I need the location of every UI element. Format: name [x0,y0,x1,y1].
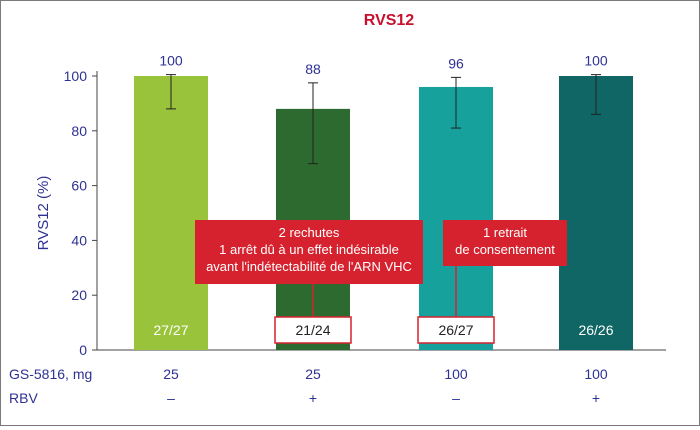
callout-text: avant l'indétectabilité de l'ARN VHC [206,259,412,274]
callout-text: 2 rechutes [279,225,340,240]
callout-text: 1 arrêt dû à un effet indésirable [219,242,399,257]
ratio-box [274,316,352,344]
callout-text: 1 retrait [483,225,527,240]
row-label: GS-5816, mg [9,366,92,382]
ratio-label: 21/24 [295,322,330,338]
callouts-group: 2 rechutes 1 arrêt dû à un effet indésira… [195,220,567,317]
ratio-label: 26/27 [438,322,473,338]
y-tick-label: 20 [71,287,87,303]
callout-text: de consentement [455,242,555,257]
y-tick-label: 60 [71,178,87,194]
y-tick-label: 0 [79,342,87,358]
y-tick-label: 100 [64,68,88,84]
bar [134,76,208,350]
row-value: 100 [584,366,608,382]
row-label: RBV [9,390,38,406]
value-label: 100 [159,53,183,69]
row-value: – [452,390,460,406]
chart-title: RVS12 [364,12,415,29]
value-label: 88 [305,61,321,77]
row-value: + [309,390,317,406]
ratio-box [417,316,495,344]
bars-group: 100 88 96 100 27/27 21/24 26/27 26/26 [134,53,633,351]
bar [559,76,633,350]
row-value: 25 [163,366,179,382]
row-value: 25 [305,366,321,382]
callout-box [195,220,423,284]
row-value: 100 [444,366,468,382]
value-label: 96 [448,55,464,71]
row-value: – [167,390,175,406]
y-axis-label: RVS12 (%) [35,176,52,251]
category-rows: GS-5816, mg 25 25 100 100 RBV – + – + [9,366,608,406]
callout-box [443,220,567,266]
y-tick-label: 80 [71,123,87,139]
ratio-label: 26/26 [578,322,613,338]
y-tick-label: 40 [71,232,87,248]
ratio-label: 27/27 [153,322,188,338]
value-label: 100 [584,53,608,69]
row-value: + [592,390,600,406]
